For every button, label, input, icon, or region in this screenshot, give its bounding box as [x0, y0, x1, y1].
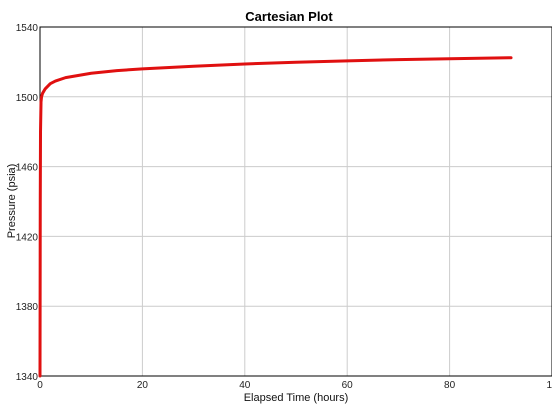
x-tick-label: 60 [342, 380, 354, 391]
y-axis-title: Pressure (psia) [6, 164, 18, 239]
y-tick-label: 1380 [16, 302, 39, 313]
y-tick-label: 1420 [16, 232, 39, 243]
x-tick-label: 0 [37, 380, 43, 391]
x-axis: 0 20 40 60 80 10 [37, 380, 552, 391]
x-tick-label: 40 [239, 380, 251, 391]
x-tick-label: 20 [137, 380, 149, 391]
y-tick-label: 1500 [16, 93, 39, 104]
plot-frame [39, 26, 552, 377]
y-tick-label: 1540 [16, 23, 39, 34]
grid-lines [40, 27, 552, 376]
series-layer [38, 56, 513, 378]
y-tick-label: 1460 [16, 163, 39, 174]
series-line-0 [38, 56, 513, 378]
x-tick-label: 80 [444, 380, 456, 391]
y-tick-label: 1340 [16, 372, 39, 383]
chart-title: Cartesian Plot [245, 9, 333, 24]
y-axis: 1340 1380 1420 1460 1500 1540 [16, 23, 39, 383]
x-tick-label: 10 [546, 380, 552, 391]
x-axis-title: Elapsed Time (hours) [244, 392, 349, 404]
